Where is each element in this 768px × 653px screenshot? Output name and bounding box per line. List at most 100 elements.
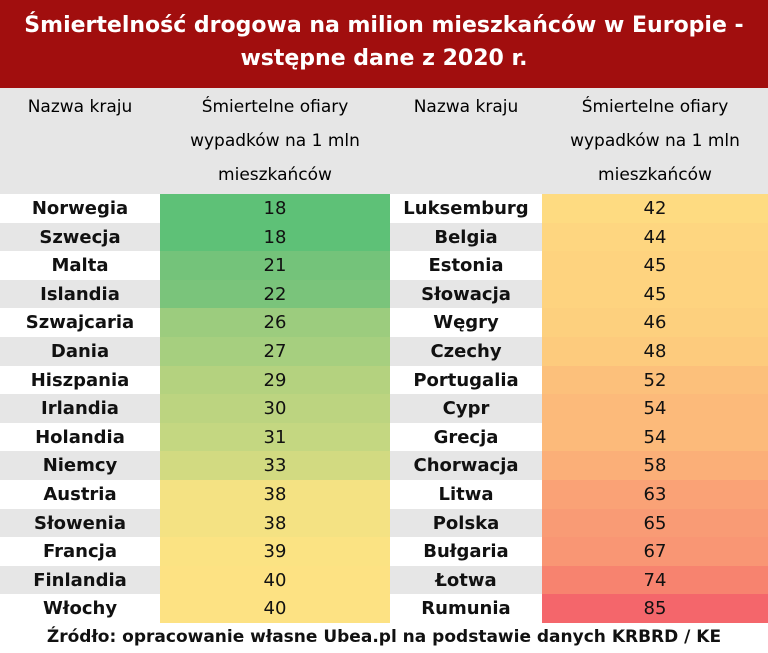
fatality-value: 46 [643, 312, 667, 334]
country-cell-bg-right [390, 480, 542, 509]
country-cell-bg-right [390, 422, 542, 452]
source-note: Źródło: opracowanie własne Ubea.pl na po… [46, 627, 722, 647]
header-country-label-left: Nazwa kraju [27, 97, 133, 117]
fatality-value: 29 [263, 369, 287, 391]
country-cell-bg-right [390, 251, 542, 280]
country-cell-bg-right [390, 394, 542, 423]
value-cell-bg-left [160, 508, 390, 538]
fatality-value: 63 [643, 484, 667, 505]
country-name: Włochy [42, 598, 118, 620]
fatality-value: 58 [643, 455, 667, 477]
title-line-1: Śmiertelność drogowa na milion mieszkańc… [24, 13, 744, 38]
value-cell-bg-left [160, 451, 390, 480]
country-cell-bg-left [0, 565, 160, 595]
country-name: Węgry [433, 312, 499, 334]
country-name: Litwa [438, 484, 494, 505]
country-name: Grecja [433, 426, 499, 448]
country-cell-bg-left [0, 537, 160, 566]
value-cell-bg-right [542, 480, 768, 509]
country-cell-bg-left [0, 337, 160, 366]
fatality-value: 38 [263, 512, 287, 534]
value-cell-bg-right [542, 279, 768, 309]
header-country-right: Nazwa kraju [390, 88, 542, 194]
fatality-value: 65 [643, 512, 667, 534]
fatality-value: 44 [643, 226, 667, 248]
header-row [0, 88, 768, 194]
country-cell-bg-right [390, 565, 542, 595]
country-cell-bg-right [390, 451, 542, 480]
country-name: Słowenia [34, 512, 126, 534]
fatality-value: 74 [643, 569, 667, 591]
header-value-line3-right: mieszkańców [598, 165, 712, 185]
country-name: Austria [43, 484, 117, 505]
country-cell-bg-left [0, 222, 160, 252]
country-name: Finlandia [33, 569, 127, 591]
fatality-value: 21 [263, 255, 287, 277]
value-cell-bg-left [160, 565, 390, 595]
country-name: Norwegia [31, 198, 129, 219]
country-cell-bg-left [0, 251, 160, 280]
value-cell-bg-left [160, 337, 390, 366]
country-name: Cypr [442, 398, 490, 420]
value-cell-bg-left [160, 222, 390, 252]
header-value-left: Śmiertelne ofiary wypadków na 1 mln mies… [160, 88, 390, 194]
header-value-line2-left: wypadków na 1 mln [190, 131, 360, 151]
country-name: Polska [432, 512, 500, 534]
header-value-line1-right: Śmiertelne ofiary [581, 97, 729, 117]
country-name: Czechy [430, 341, 502, 362]
fatality-value: 54 [643, 426, 667, 448]
header-country-label-right: Nazwa kraju [413, 97, 519, 117]
fatality-value: 33 [263, 455, 287, 477]
fatality-value: 27 [263, 341, 287, 362]
country-name: Szwecja [39, 226, 121, 248]
country-cell-bg-right [390, 279, 542, 309]
value-cell-bg-left [160, 365, 390, 395]
fatality-value: 40 [263, 569, 287, 591]
fatality-value: 31 [263, 426, 287, 448]
value-cell-bg-left [160, 594, 390, 623]
country-cell-bg-left [0, 508, 160, 538]
fatality-value: 45 [643, 283, 667, 305]
value-cell-bg-right [542, 194, 768, 223]
fatality-value: 39 [263, 541, 287, 563]
country-cell-bg-right [390, 537, 542, 566]
header-value-line3-left: mieszkańców [218, 165, 332, 185]
country-name: Holandia [35, 426, 125, 448]
country-cell-bg-left [0, 594, 160, 623]
value-cell-bg-left [160, 308, 390, 337]
fatality-value: 38 [263, 484, 287, 505]
country-name: Hiszpania [30, 369, 130, 391]
value-cell-bg-right [542, 394, 768, 423]
fatality-value: 67 [643, 541, 667, 563]
value-cell-bg-right [542, 422, 768, 452]
country-cell-bg-right [390, 508, 542, 538]
header-value-right: Śmiertelne ofiary wypadków na 1 mln mies… [542, 88, 768, 194]
value-cell-bg-left [160, 480, 390, 509]
header-value-line2-right: wypadków na 1 mln [570, 131, 740, 151]
fatality-value: 26 [263, 312, 287, 334]
country-cell-bg-left [0, 451, 160, 480]
value-cell-bg-right [542, 537, 768, 566]
fatality-value: 30 [263, 398, 287, 420]
country-cell-bg-left [0, 422, 160, 452]
value-cell-bg-right [542, 337, 768, 366]
country-name: Niemcy [42, 455, 118, 477]
country-name: Łotwa [435, 569, 497, 591]
country-name: Rumunia [421, 598, 511, 620]
value-cell-bg-right [542, 508, 768, 538]
fatality-value: 18 [263, 226, 287, 248]
country-cell-bg-right [390, 222, 542, 252]
fatality-value: 42 [643, 198, 667, 219]
value-cell-bg-right [542, 365, 768, 395]
country-cell-bg-left [0, 279, 160, 309]
title-line-2: wstępne dane z 2020 r. [240, 46, 528, 71]
chart-title: Śmiertelność drogowa na milion mieszkańc… [0, 0, 768, 88]
header-value-line1-left: Śmiertelne ofiary [201, 97, 349, 117]
country-name: Bułgaria [423, 541, 509, 563]
country-cell-bg-right [390, 308, 542, 337]
fatality-value: 85 [643, 598, 667, 620]
fatality-value: 45 [643, 255, 667, 277]
country-name: Luksemburg [403, 198, 529, 219]
value-cell-bg-right [542, 451, 768, 480]
fatality-value: 48 [643, 341, 667, 362]
